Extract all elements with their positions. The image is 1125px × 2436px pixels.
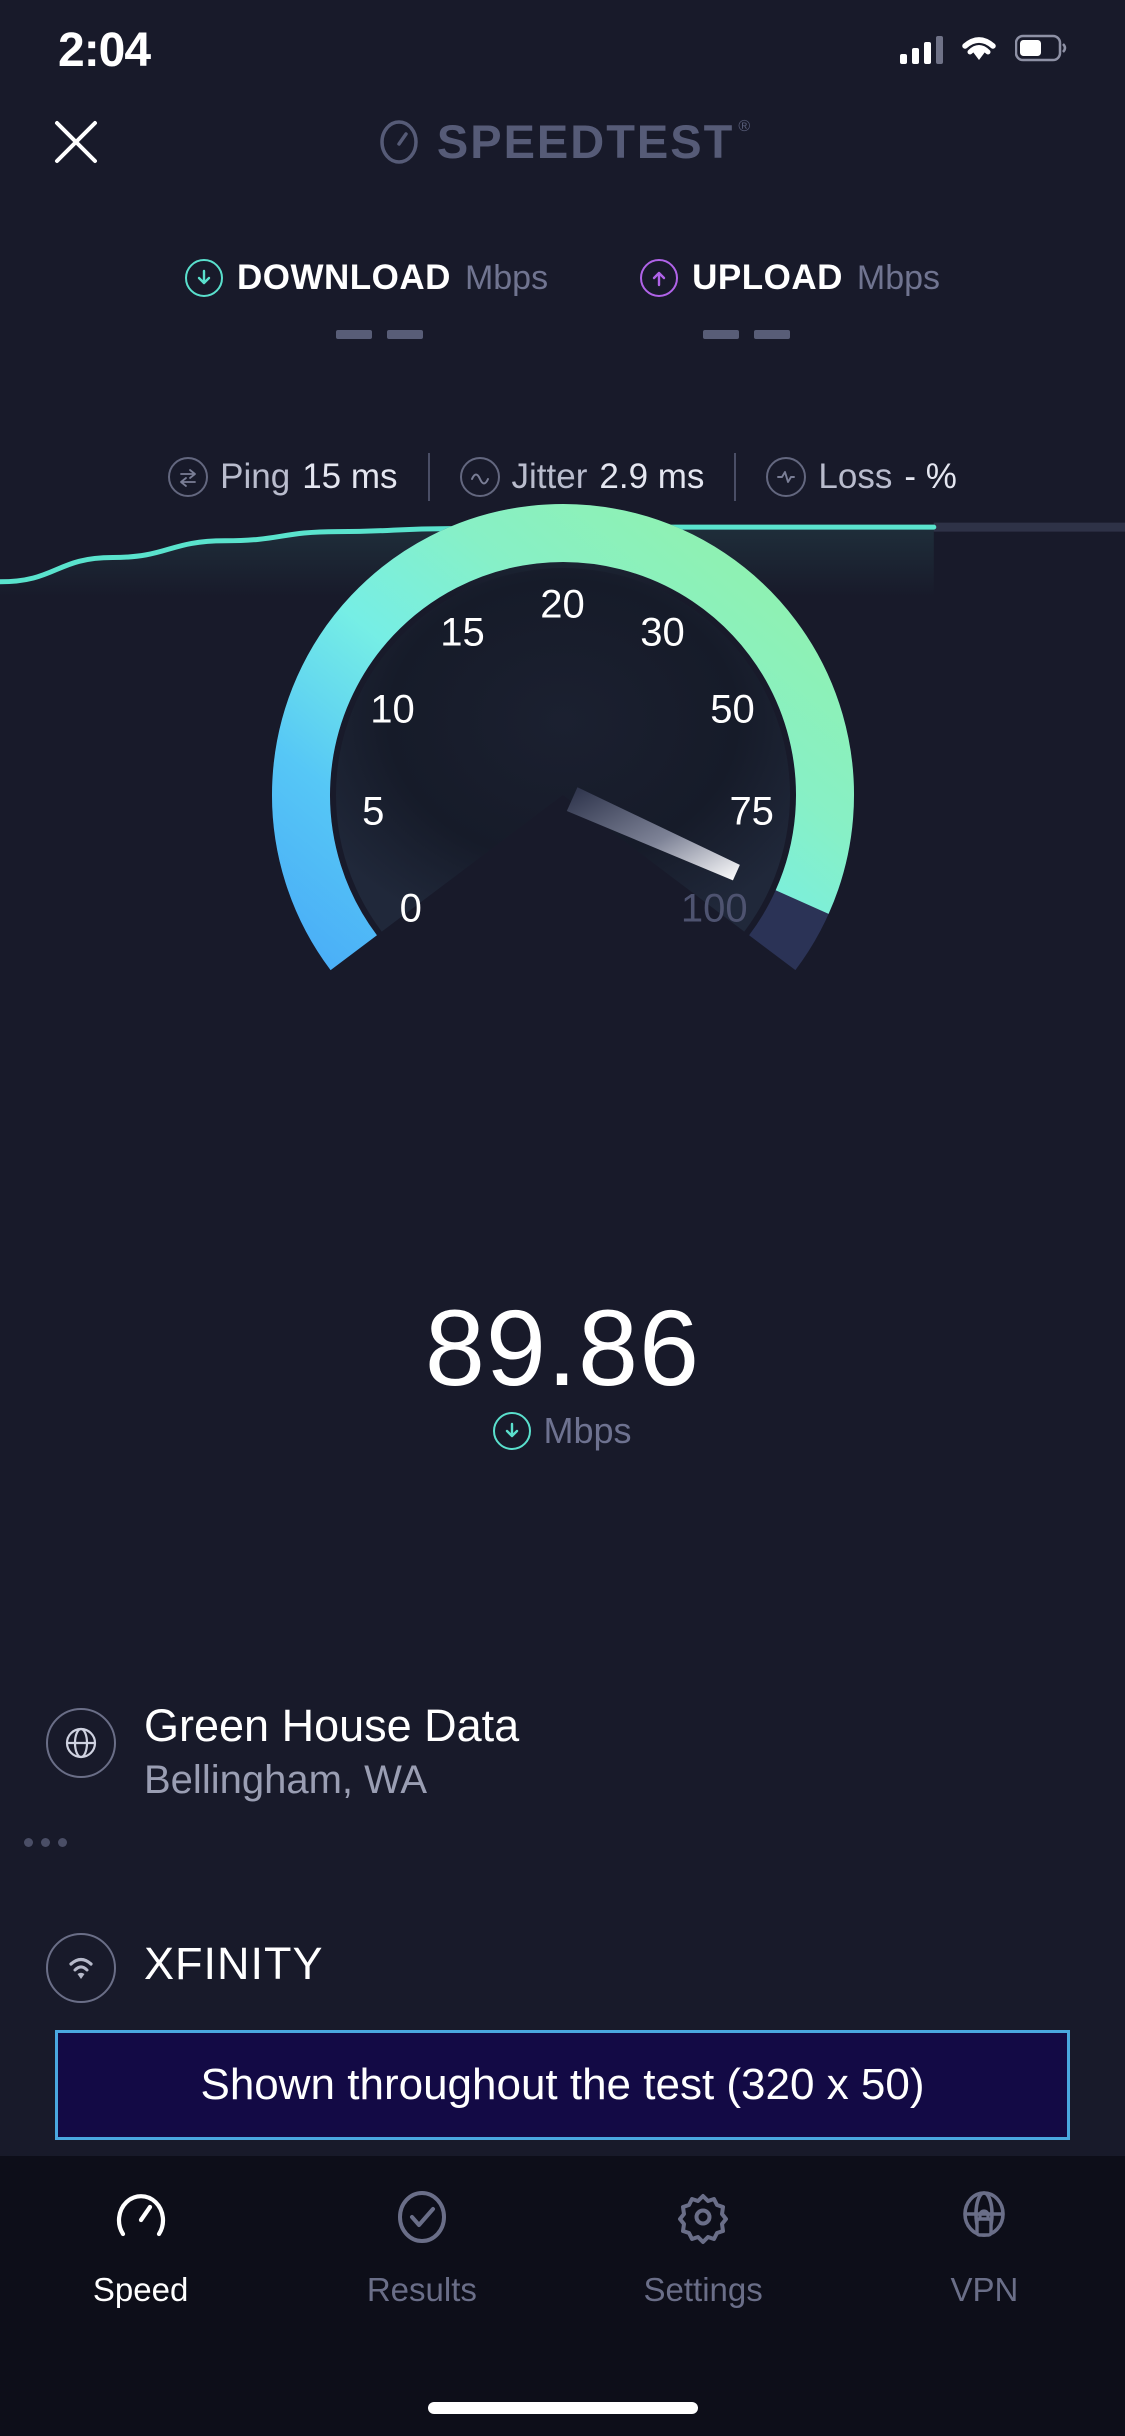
tab-results[interactable]: Results <box>281 2186 562 2309</box>
download-unit: Mbps <box>464 258 549 297</box>
home-indicator <box>427 2402 698 2414</box>
gauge-tick-10: 10 <box>370 687 415 732</box>
wifi-icon <box>959 33 999 68</box>
download-arrow-icon <box>493 1412 532 1450</box>
tab-vpn-label: VPN <box>950 2271 1019 2308</box>
dash <box>702 330 739 339</box>
brand-logo: SPEEDTEST ® <box>0 114 1125 169</box>
status-bar: 2:04 <box>0 0 1125 100</box>
gauge-tick-50: 50 <box>710 687 755 732</box>
tab-settings[interactable]: Settings <box>563 2186 844 2309</box>
download-metric-label: DOWNLOAD Mbps <box>184 258 549 298</box>
speedometer-icon <box>110 2186 172 2253</box>
bottom-tab-bar: Speed Results Settings <box>0 2156 1125 2436</box>
gauge-tick-75: 75 <box>729 789 774 834</box>
close-button[interactable] <box>40 106 112 178</box>
globe-lock-icon <box>953 2186 1015 2253</box>
loss-icon <box>766 457 807 497</box>
gauge-unit-label: Mbps <box>543 1410 632 1451</box>
gauge-tick-0: 0 <box>399 886 422 931</box>
globe-icon <box>46 1708 116 1778</box>
gear-icon <box>672 2186 734 2253</box>
ping-value: 15 ms <box>302 457 398 496</box>
upload-arrow-icon <box>640 259 679 297</box>
tab-results-label: Results <box>366 2271 477 2308</box>
tab-settings-label: Settings <box>643 2271 763 2308</box>
speed-metric-values <box>0 330 1125 339</box>
server-text-block: Green House Data Bellingham, WA <box>144 1700 519 1803</box>
download-value-placeholder <box>335 330 423 339</box>
jitter-label: Jitter <box>511 457 588 496</box>
stat-jitter: Jitter 2.9 ms <box>430 457 735 497</box>
upload-unit: Mbps <box>856 258 941 297</box>
dash <box>753 330 790 339</box>
ad-banner[interactable]: Shown throughout the test (320 x 50) <box>55 2030 1070 2140</box>
speed-gauge: 0 5 10 15 20 30 50 75 100 <box>0 455 1125 1075</box>
speedometer-logo-icon <box>380 119 418 164</box>
gauge-svg <box>271 504 854 971</box>
isp-name: XFINITY <box>144 1938 324 1989</box>
upload-value-placeholder <box>702 330 790 339</box>
tab-speed-label: Speed <box>92 2271 189 2308</box>
three-dots-icon[interactable] <box>24 1838 67 1847</box>
ping-label: Ping <box>220 457 291 496</box>
tab-speed[interactable]: Speed <box>0 2186 281 2309</box>
speed-metric-labels: DOWNLOAD Mbps UPLOAD Mbps <box>0 258 1125 298</box>
tab-vpn[interactable]: VPN <box>844 2186 1125 2309</box>
gauge-tick-15: 15 <box>440 610 485 655</box>
gauge-tick-30: 30 <box>640 610 685 655</box>
server-location: Bellingham, WA <box>144 1757 428 1802</box>
loss-value: - % <box>904 457 957 496</box>
gauge-unit-row: Mbps <box>0 1410 1125 1452</box>
upload-label: UPLOAD <box>692 258 843 297</box>
download-label: DOWNLOAD <box>236 258 451 297</box>
app-header: SPEEDTEST ® <box>0 98 1125 178</box>
download-arrow-icon <box>184 259 223 297</box>
check-circle-icon <box>391 2186 453 2253</box>
status-bar-icons <box>900 33 1069 68</box>
brand-text: SPEEDTEST <box>436 115 735 168</box>
stat-loss: Loss - % <box>736 457 986 497</box>
gauge-tick-100: 100 <box>680 886 748 931</box>
server-row[interactable]: Green House Data Bellingham, WA <box>46 1700 1046 1803</box>
connection-stats-row: Ping 15 ms Jitter 2.9 ms Loss - % <box>0 442 1125 512</box>
close-icon <box>55 121 97 163</box>
ad-banner-text: Shown throughout the test (320 x 50) <box>200 2060 925 2109</box>
jitter-icon <box>459 457 500 497</box>
gauge-value: 89.86 <box>424 1287 701 1408</box>
ping-icon <box>168 457 209 497</box>
battery-icon <box>1014 34 1069 67</box>
dash <box>335 330 372 339</box>
brand-trademark: ® <box>738 118 751 135</box>
loss-label: Loss <box>818 457 893 496</box>
isp-row[interactable]: XFINITY <box>46 1925 1046 2003</box>
gauge-tick-20: 20 <box>540 582 585 627</box>
jitter-value: 2.9 ms <box>599 457 705 496</box>
status-bar-time: 2:04 <box>58 23 151 77</box>
upload-metric-label: UPLOAD Mbps <box>640 258 940 298</box>
cellular-signal-icon <box>900 36 943 64</box>
divider <box>734 453 737 501</box>
server-name: Green House Data <box>144 1700 520 1751</box>
gauge-tick-5: 5 <box>362 789 385 834</box>
dash <box>386 330 423 339</box>
divider <box>427 453 430 501</box>
stat-ping: Ping 15 ms <box>138 457 427 497</box>
wifi-signal-icon <box>46 1933 116 2003</box>
